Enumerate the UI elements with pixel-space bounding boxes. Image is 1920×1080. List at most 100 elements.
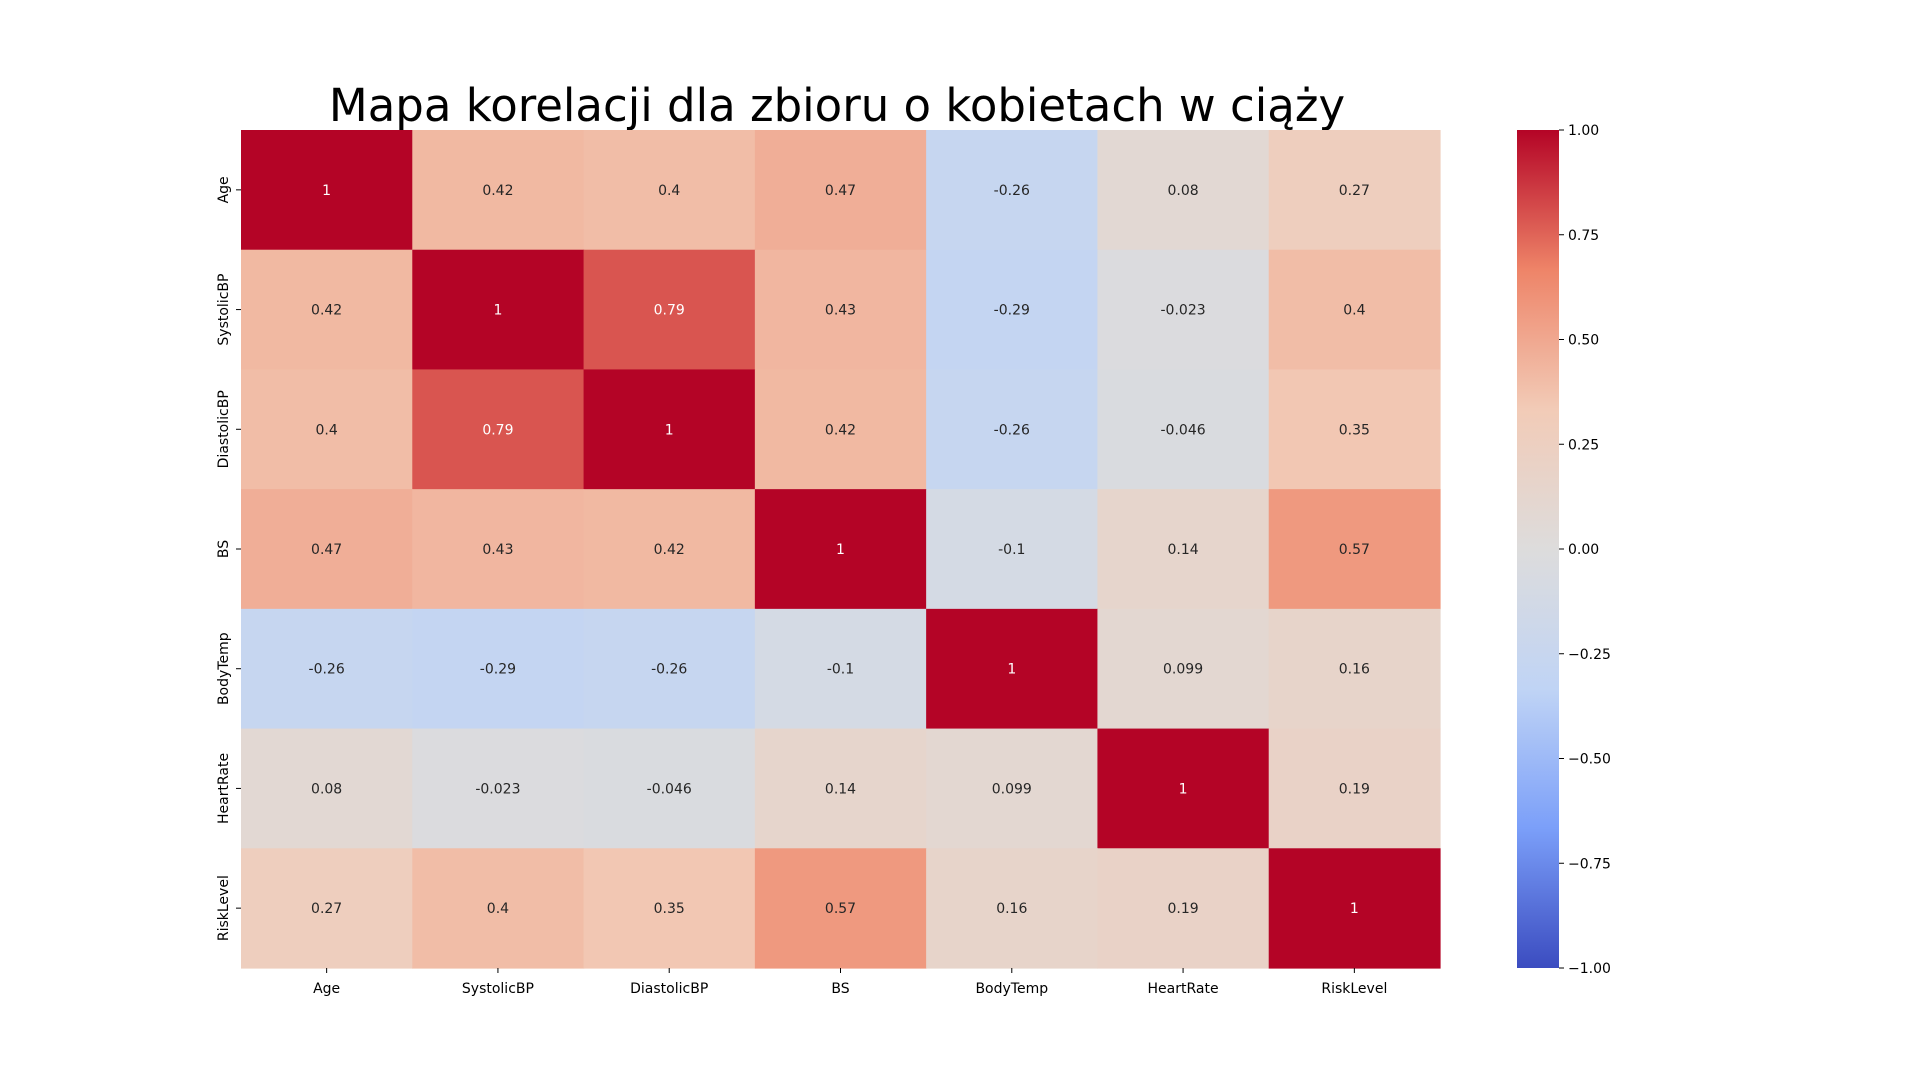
heatmap-cell-age-bs xyxy=(754,130,927,251)
x-tick-label: BodyTemp xyxy=(975,981,1048,997)
cell-value-label: 0.16 xyxy=(996,901,1027,917)
heatmap-cell-systolicbp-risklevel xyxy=(1268,249,1441,371)
heatmap-cell-bodytemp-bodytemp xyxy=(926,608,1099,730)
colorbar-tick-label: −1.00 xyxy=(1568,961,1611,977)
cell-value-label: 1 xyxy=(1007,662,1016,678)
heatmap-cell-risklevel-heartrate xyxy=(1097,848,1270,969)
y-tick-label: HeartRate xyxy=(216,753,232,824)
heatmap-cell-heartrate-diastolicbp xyxy=(583,728,756,849)
heatmap-cell-diastolicbp-diastolicbp xyxy=(583,369,756,490)
cell-value-label: 0.099 xyxy=(1163,662,1203,678)
cell-value-label: 0.14 xyxy=(1167,542,1198,558)
cell-value-label: 0.47 xyxy=(311,542,342,558)
heatmap-cell-risklevel-age xyxy=(241,848,413,969)
cell-value-label: -0.26 xyxy=(994,183,1030,199)
heatmap-cell-heartrate-bs xyxy=(754,728,927,849)
y-tick-label: RiskLevel xyxy=(216,875,232,941)
heatmap-cell-systolicbp-heartrate xyxy=(1097,249,1270,371)
cell-value-label: 1 xyxy=(322,183,331,199)
y-tick-label: BodyTemp xyxy=(216,632,232,705)
cell-value-label: 0.79 xyxy=(654,303,685,319)
heatmap-cell-bs-heartrate xyxy=(1097,489,1270,610)
heatmap-cell-age-diastolicbp xyxy=(583,130,756,251)
cell-value-label: 0.27 xyxy=(311,901,342,917)
cell-value-label: 0.35 xyxy=(1339,422,1370,438)
chart-title: Mapa korelacji dla zbioru o kobietach w … xyxy=(329,79,1345,132)
x-tick-label: SystolicBP xyxy=(462,981,534,997)
heatmap-cell-bs-diastolicbp xyxy=(583,489,756,610)
colorbar-tick-label: −0.25 xyxy=(1568,647,1611,663)
colorbar-tick-label: 0.75 xyxy=(1568,228,1599,244)
heatmap-cell-diastolicbp-age xyxy=(241,369,413,490)
cell-value-label: 0.57 xyxy=(1339,542,1370,558)
cell-value-label: 0.43 xyxy=(482,542,513,558)
x-tick-label: HeartRate xyxy=(1148,981,1219,997)
cell-value-label: 0.27 xyxy=(1339,183,1370,199)
cell-value-label: 0.42 xyxy=(825,422,856,438)
heatmap-cell-age-heartrate xyxy=(1097,130,1270,251)
heatmap-cell-risklevel-bodytemp xyxy=(926,848,1099,969)
cell-value-label: 0.08 xyxy=(1167,183,1198,199)
heatmap-cell-age-bodytemp xyxy=(926,130,1099,251)
heatmap-cell-bs-age xyxy=(241,489,413,610)
heatmap-cell-bodytemp-risklevel xyxy=(1268,608,1441,730)
cell-value-label: 1 xyxy=(1179,781,1188,797)
heatmap-cell-diastolicbp-heartrate xyxy=(1097,369,1270,490)
heatmap-cell-risklevel-systolicbp xyxy=(412,848,585,969)
heatmap-cell-bodytemp-bs xyxy=(754,608,927,730)
colorbar-gradient xyxy=(1517,130,1559,968)
heatmap-cell-diastolicbp-bodytemp xyxy=(926,369,1099,490)
x-tick-label: BS xyxy=(831,981,849,997)
cell-value-label: 0.35 xyxy=(654,901,685,917)
heatmap-cell-risklevel-bs xyxy=(754,848,927,969)
heatmap-cell-heartrate-systolicbp xyxy=(412,728,585,849)
cell-value-label: 0.19 xyxy=(1167,901,1198,917)
cell-value-label: 0.42 xyxy=(654,542,685,558)
heatmap-cells xyxy=(241,130,1441,969)
x-tick-label: DiastolicBP xyxy=(630,981,708,997)
heatmap-cell-systolicbp-systolicbp xyxy=(412,249,585,371)
cell-value-label: 0.79 xyxy=(482,422,513,438)
heatmap-cell-bs-risklevel xyxy=(1268,489,1441,610)
heatmap-cell-heartrate-age xyxy=(241,728,413,849)
cell-value-label: 0.47 xyxy=(825,183,856,199)
y-tick-label: SystolicBP xyxy=(216,274,232,346)
y-axis: Age SystolicBP DiastolicBP BS BodyTemp HeartR… xyxy=(216,176,241,941)
heatmap-cell-bs-bs xyxy=(754,489,927,610)
cell-value-label: 0.4 xyxy=(487,901,509,917)
y-tick-label: Age xyxy=(216,176,232,203)
heatmap-cell-bodytemp-age xyxy=(241,608,413,730)
heatmap-cell-risklevel-risklevel xyxy=(1268,848,1441,969)
y-tick-label: BS xyxy=(216,540,232,558)
heatmap-cell-bodytemp-systolicbp xyxy=(412,608,585,730)
cell-value-label: -0.1 xyxy=(827,662,854,678)
cell-value-label: 0.42 xyxy=(482,183,513,199)
heatmap-cell-heartrate-risklevel xyxy=(1268,728,1441,849)
x-tick-label: RiskLevel xyxy=(1321,981,1387,997)
colorbar-tick-label: 1.00 xyxy=(1568,123,1599,139)
cell-value-label: -0.29 xyxy=(994,303,1030,319)
heatmap-cell-diastolicbp-systolicbp xyxy=(412,369,585,490)
cell-value-label: 1 xyxy=(836,542,845,558)
heatmap-cell-bs-systolicbp xyxy=(412,489,585,610)
cell-value-label: 0.57 xyxy=(825,901,856,917)
heatmap-cell-risklevel-diastolicbp xyxy=(583,848,756,969)
heatmap-cell-systolicbp-age xyxy=(241,249,413,371)
colorbar-ticks: 1.00 0.75 0.50 0.25 0.00 −0.25 −0.50 −0.75 −1.00 xyxy=(1559,123,1611,977)
cell-value-label: 1 xyxy=(493,303,502,319)
cell-value-label: 0.19 xyxy=(1339,781,1370,797)
colorbar-tick-label: 0.25 xyxy=(1568,437,1599,453)
cell-value-label: 0.16 xyxy=(1339,662,1370,678)
cell-value-label: -0.26 xyxy=(651,662,687,678)
cell-value-label: 0.099 xyxy=(992,781,1032,797)
heatmap-cell-age-risklevel xyxy=(1268,130,1441,251)
heatmap-cell-age-age xyxy=(241,130,413,251)
colorbar-tick-label: −0.75 xyxy=(1568,856,1611,872)
cell-value-label: -0.26 xyxy=(309,662,345,678)
cell-value-label: 0.14 xyxy=(825,781,856,797)
heatmap-cell-diastolicbp-bs xyxy=(754,369,927,490)
heatmap-cell-systolicbp-bodytemp xyxy=(926,249,1099,371)
cell-value-label: -0.26 xyxy=(994,422,1030,438)
heatmap-cell-heartrate-heartrate xyxy=(1097,728,1270,849)
